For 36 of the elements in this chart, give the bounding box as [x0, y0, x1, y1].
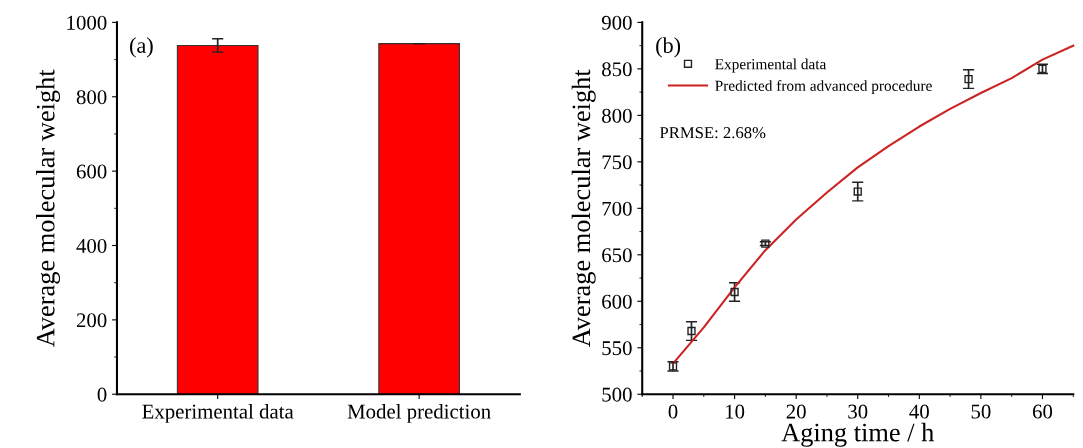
- y-axis-title: Average molecular weight: [36, 69, 61, 348]
- y-tick-label: 1000: [67, 15, 107, 30]
- y-tick-label: 500: [602, 387, 632, 402]
- x-tick-label: Experimental data: [142, 403, 294, 423]
- y-tick-label: 800: [76, 90, 107, 105]
- y-tick-label: 700: [602, 201, 632, 216]
- legend-label: Experimental data: [715, 58, 827, 73]
- y-tick-label: 850: [602, 62, 632, 77]
- y-tick-label: 0: [97, 387, 107, 402]
- point: [853, 187, 862, 196]
- y-tick-label: 750: [602, 155, 632, 170]
- y-tick-label: 400: [76, 238, 107, 253]
- x-tick-label: Model prediction: [347, 403, 491, 423]
- y-tick-label: 900: [601, 15, 632, 30]
- x-tick-label: 60: [1032, 404, 1053, 419]
- x-axis-title: Aging time / h: [781, 422, 934, 447]
- x-tick-label: 0: [668, 404, 678, 419]
- annotation: (b): [656, 37, 681, 58]
- x-tick-label: 40: [909, 404, 929, 419]
- y-tick-label: 800: [602, 108, 632, 123]
- y-tick-label: 600: [76, 164, 107, 179]
- x-tick-label: 20: [786, 404, 806, 419]
- x-tick-label: 30: [848, 404, 868, 419]
- y-tick-label: 200: [76, 313, 107, 328]
- y-tick-label: 550: [602, 341, 632, 356]
- point: [687, 326, 696, 336]
- point: [730, 287, 739, 297]
- annotation: (a): [130, 37, 153, 58]
- point: [964, 74, 973, 84]
- x-tick-label: 50: [971, 404, 991, 419]
- legend-label: Predicted from advanced procedure: [715, 80, 932, 95]
- x-tick-label: 10: [726, 404, 745, 419]
- y-tick-label: 650: [602, 248, 632, 263]
- y-axis-title: Average molecular weight: [571, 69, 596, 348]
- y-tick-label: 600: [602, 294, 632, 309]
- annotation: PRMSE: 2.68%: [659, 127, 766, 139]
